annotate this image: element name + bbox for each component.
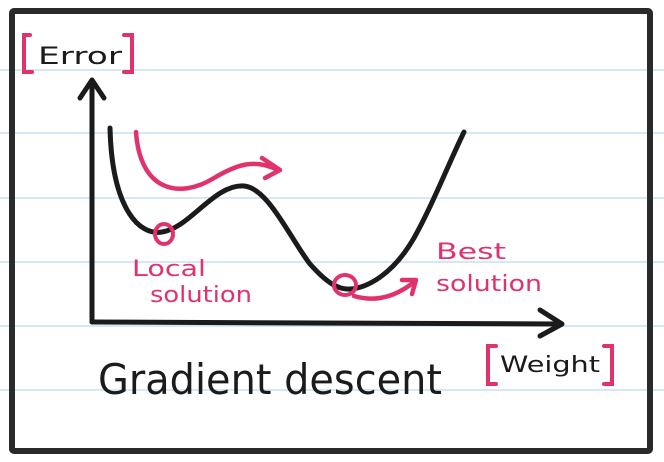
caption-title: Gradient descent: [98, 355, 442, 404]
error-curve: [107, 125, 467, 292]
error-label-brackets: [22, 33, 134, 74]
local-solution-label-line2: solution: [150, 283, 252, 308]
axes: [77, 77, 565, 339]
best-solution-label-line2: solution: [436, 272, 542, 297]
x-axis-arrowhead: [537, 307, 565, 339]
x-axis: [89, 319, 563, 327]
best-arrow: [351, 277, 419, 301]
y-axis-arrowhead: [77, 77, 107, 101]
local-solution-label-line1: Local: [132, 257, 206, 282]
x-axis-label: Weight: [500, 353, 600, 378]
frame: [9, 8, 653, 454]
best-solution-label-line1: Best: [436, 240, 507, 265]
weight-label-brackets: [486, 344, 614, 386]
local-minimum-marker: [153, 222, 175, 246]
escape-arrow: [133, 129, 283, 191]
global-minimum-marker: [332, 273, 358, 297]
ruled-lines: [0, 69, 664, 391]
y-axis-label: Error: [38, 42, 122, 70]
